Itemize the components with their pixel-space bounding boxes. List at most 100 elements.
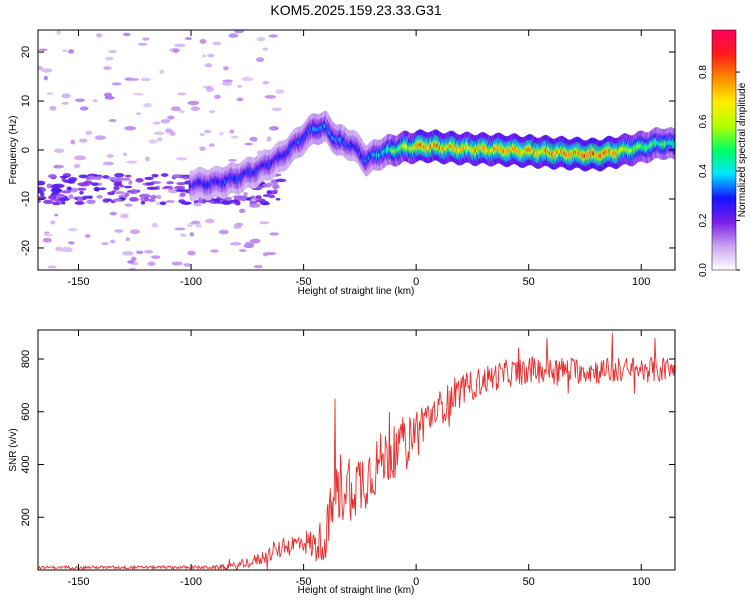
spectrogram-noise-blob bbox=[125, 237, 130, 242]
spectrogram-noise-blob bbox=[272, 184, 280, 190]
spectrogram-noise-blob bbox=[145, 182, 155, 186]
colorbar-gradient bbox=[711, 29, 737, 271]
spectrogram-noise-blob bbox=[178, 109, 185, 114]
spectrogram-noise-blob bbox=[229, 129, 235, 134]
spectrogram-noise-blob bbox=[61, 190, 72, 194]
colorbar-tick-label: 0.2 bbox=[698, 213, 709, 227]
spectrogram-noise-blob bbox=[173, 185, 186, 190]
spectrogram-noise-blob bbox=[93, 186, 100, 192]
spectrogram-noise-blob bbox=[195, 224, 202, 228]
spectrogram-noise-blob bbox=[120, 213, 129, 219]
spectrogram-noise-blob bbox=[42, 199, 54, 204]
spectrogram-noise-blob bbox=[67, 228, 78, 232]
spectrogram-noise-blob bbox=[51, 184, 60, 190]
spectrogram-noise-blob bbox=[253, 264, 263, 269]
spectrogram-noise-blob bbox=[189, 232, 195, 237]
spectrogram-noise-blob bbox=[114, 229, 124, 233]
spectrogram-noise-blob bbox=[182, 176, 189, 180]
spectrogram-noise-blob bbox=[255, 57, 265, 63]
spectrogram-noise-blob bbox=[96, 194, 103, 199]
spectrogram-noise-blob bbox=[199, 146, 206, 152]
snr-frame bbox=[37, 329, 676, 571]
spectrogram-noise-blob bbox=[46, 183, 53, 189]
spectrogram-noise-blob bbox=[205, 87, 215, 92]
spectrogram-y-tick-label: -20 bbox=[20, 240, 32, 256]
spectrogram-noise-blob bbox=[266, 136, 272, 141]
colorbar-tick-label: 0.6 bbox=[698, 114, 709, 128]
spectrogram-noise-blob bbox=[183, 263, 191, 267]
spectrogram-x-tick-label: 100 bbox=[632, 276, 650, 288]
spectrogram-noise-blob bbox=[54, 213, 59, 217]
spectrogram-noise-blob bbox=[53, 165, 60, 169]
spectrogram-noise-blob bbox=[38, 48, 48, 52]
spectrogram-noise-blob bbox=[61, 101, 69, 105]
spectrogram-noise-blob bbox=[262, 80, 270, 85]
spectrogram-noise-blob bbox=[49, 105, 57, 111]
spectrogram-noise-blob bbox=[167, 115, 175, 120]
spectrogram-noise-blob bbox=[190, 220, 201, 225]
spectrogram-noise-blob bbox=[243, 191, 248, 197]
spectrogram-noise-blob bbox=[122, 32, 131, 37]
spectrogram-noise-blob bbox=[77, 187, 87, 191]
spectrogram-noise-blob bbox=[55, 193, 66, 199]
spectrogram-noise-blob bbox=[63, 173, 71, 177]
spectrogram-noise-blob bbox=[74, 155, 86, 161]
spectrogram-noise-blob bbox=[176, 156, 188, 161]
spectrogram-noise-blob bbox=[135, 177, 144, 183]
spectrogram-noise-blob bbox=[128, 78, 140, 81]
spectrogram-noise-blob bbox=[187, 250, 196, 256]
spectrogram-noise-blob bbox=[78, 174, 89, 179]
spectrogram-y-tick-label: 10 bbox=[20, 95, 32, 107]
colorbar-tick-label: 0.4 bbox=[698, 164, 709, 178]
spectrogram-noise-blob bbox=[184, 37, 193, 41]
spectrogram-x-axis-label: Height of straight line (km) bbox=[298, 286, 415, 297]
spectrogram-noise-blob bbox=[148, 139, 158, 144]
spectrogram-y-tick-label: 20 bbox=[20, 46, 32, 58]
spectrogram-noise-blob bbox=[241, 76, 254, 82]
spectrogram-noise-blob bbox=[176, 181, 187, 186]
spectrogram-noise-blob bbox=[38, 188, 43, 194]
spectrogram-noise-blob bbox=[103, 92, 113, 98]
snr-x-tick-label: 0 bbox=[413, 576, 419, 588]
chart-title: KOM5.2025.159.23.33.G31 bbox=[270, 2, 441, 18]
spectrogram-noise-blob bbox=[199, 132, 205, 137]
spectrogram-noise-blob bbox=[208, 110, 216, 114]
spectrogram-noise-blob bbox=[204, 63, 213, 68]
spectrogram-noise-blob bbox=[269, 126, 279, 131]
spectrogram-noise-blob bbox=[244, 142, 253, 146]
spectrogram-noise-blob bbox=[148, 198, 156, 203]
spectrogram-noise-blob bbox=[190, 106, 200, 112]
snr-x-tick-label: 50 bbox=[523, 576, 535, 588]
spectrogram-noise-blob bbox=[159, 201, 167, 206]
spectrogram-noise-blob bbox=[137, 42, 148, 46]
spectrogram-noise-blob bbox=[86, 199, 96, 205]
spectrogram-x-tick-label: -100 bbox=[180, 276, 202, 288]
spectrogram-noise-blob bbox=[50, 187, 62, 193]
spectrogram-noise-blob bbox=[159, 69, 165, 74]
spectrogram-noise-blob bbox=[101, 242, 109, 246]
spectrogram-noise-blob bbox=[102, 198, 110, 203]
spectrogram-y-axis-label: Frequency (Hz) bbox=[8, 116, 19, 185]
spectrogram-noise-blob bbox=[113, 185, 120, 191]
spectrogram-noise-blob bbox=[41, 68, 53, 73]
spectrogram-noise-blob bbox=[237, 84, 243, 88]
spectrogram-noise-blob bbox=[92, 99, 98, 103]
spectrogram-noise-blob bbox=[108, 119, 117, 123]
spectrogram-noise-blob bbox=[114, 172, 125, 178]
spectrogram-noise-blob bbox=[152, 121, 161, 125]
spectrogram-noise-blob bbox=[79, 106, 89, 111]
spectrogram-noise-blob bbox=[268, 194, 276, 199]
spectrogram-noise-blob bbox=[259, 221, 270, 225]
spectrogram-noise-blob bbox=[222, 79, 233, 83]
spectrogram-noise-blob bbox=[145, 156, 150, 162]
snr-y-tick-label: 600 bbox=[20, 403, 32, 421]
spectrogram-noise-blob bbox=[275, 178, 287, 183]
snr-line bbox=[38, 332, 675, 570]
snr-plot-area bbox=[38, 332, 675, 570]
spectrogram-noise-blob bbox=[106, 177, 119, 180]
spectrogram-noise-blob bbox=[98, 187, 107, 191]
spectrogram-noise-blob bbox=[269, 232, 279, 236]
spectrogram-noise-blob bbox=[262, 252, 269, 257]
spectrogram-noise-blob bbox=[143, 250, 154, 254]
